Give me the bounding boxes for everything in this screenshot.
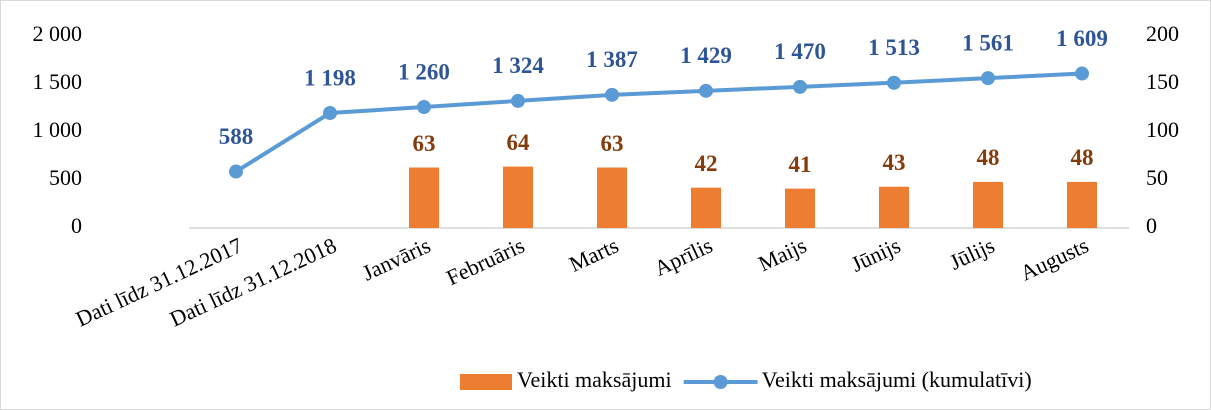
bar	[1067, 181, 1097, 228]
legend-marker	[713, 375, 728, 389]
line-point	[1075, 66, 1089, 81]
line-value-label: 1 470	[774, 39, 826, 64]
bar-value-label: 63	[601, 131, 624, 156]
line-point	[323, 105, 337, 120]
line-value-label: 1 198	[304, 65, 356, 90]
line-value-label: 1 324	[492, 53, 544, 78]
bar-value-label: 48	[977, 145, 1000, 170]
bar	[785, 188, 815, 228]
line-point	[699, 83, 713, 98]
y-tick-label: 500	[49, 165, 82, 190]
line-point	[793, 79, 807, 94]
bar	[409, 167, 439, 228]
line	[234, 71, 1083, 174]
line-value-label: 588	[219, 124, 254, 149]
y2-tick-label: 0	[1146, 213, 1157, 238]
y-tick-label: 1 500	[33, 69, 83, 94]
y2-tick-label: 50	[1146, 165, 1168, 190]
bar	[879, 186, 909, 228]
bar	[597, 167, 627, 228]
legend-label: Veikti maksājumi	[517, 367, 672, 392]
y2-tick-label: 200	[1146, 21, 1179, 46]
line-point	[229, 164, 243, 179]
bar	[691, 187, 721, 228]
y2-tick-label: 100	[1146, 117, 1179, 142]
line-point	[605, 87, 619, 102]
line-value-label: 1 260	[398, 59, 450, 84]
bar-value-label: 48	[1071, 145, 1094, 170]
line-point	[417, 100, 431, 115]
legend-label: Veikti maksājumi (kumulatīvi)	[762, 367, 1032, 392]
bar-value-label: 41	[789, 152, 812, 177]
line-value-label: 1 561	[962, 30, 1014, 55]
line-point	[511, 93, 525, 108]
line-value-label: 1 387	[586, 47, 638, 72]
line-point	[981, 71, 995, 86]
bar	[973, 181, 1003, 228]
legend-swatch	[460, 374, 512, 390]
bar-value-label: 63	[413, 131, 436, 156]
y-tick-label: 2 000	[33, 21, 83, 46]
y-tick-label: 0	[71, 213, 82, 238]
line-value-label: 1 429	[680, 43, 732, 68]
y2-tick-label: 150	[1146, 69, 1179, 94]
bar	[503, 166, 533, 228]
bar-value-label: 42	[695, 151, 718, 176]
bar-value-label: 64	[507, 130, 531, 155]
line-value-label: 1 513	[868, 35, 920, 60]
bar-value-label: 43	[883, 150, 906, 175]
line-point	[887, 75, 901, 90]
line-value-label: 1 609	[1056, 26, 1108, 51]
y-tick-label: 1 000	[33, 117, 83, 142]
